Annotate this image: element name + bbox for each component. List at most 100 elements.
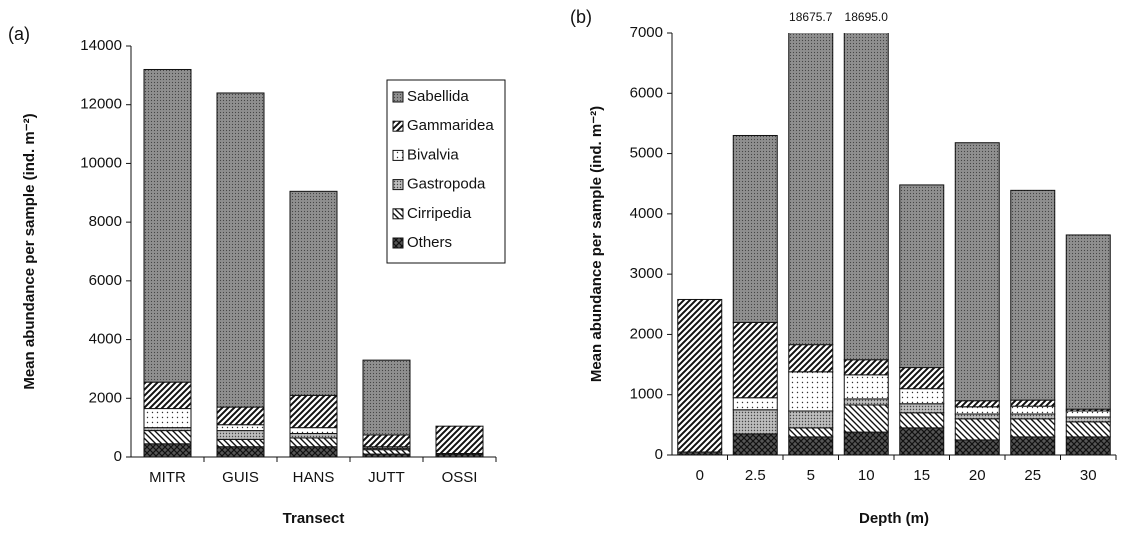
legend-label: Sabellida bbox=[407, 88, 469, 105]
bar-segment bbox=[216, 424, 265, 432]
x-tick-label: 0 bbox=[696, 467, 704, 484]
bar-segment bbox=[732, 397, 778, 411]
x-tick-label: 15 bbox=[913, 467, 930, 484]
legend-label: Cirripedia bbox=[407, 205, 472, 222]
bar-segment bbox=[954, 439, 1000, 455]
y-tick-label: 0 bbox=[655, 446, 663, 463]
bar-segment bbox=[732, 134, 778, 323]
bar-segment bbox=[216, 406, 265, 426]
bar-segment bbox=[899, 412, 945, 429]
bar-segment bbox=[143, 443, 192, 457]
bar-segment bbox=[954, 142, 1000, 402]
bar-segment bbox=[899, 427, 945, 455]
legend-label: Others bbox=[407, 234, 452, 251]
x-axis-label: Transect bbox=[283, 510, 345, 527]
bar-segment bbox=[216, 446, 265, 457]
legend-label: Bivalvia bbox=[407, 146, 459, 163]
bar-segment bbox=[788, 410, 834, 429]
bar-segment bbox=[899, 367, 945, 390]
bar-segment bbox=[362, 449, 411, 455]
bar-segment bbox=[899, 403, 945, 414]
bar-segment bbox=[899, 388, 945, 405]
bar-segment bbox=[954, 400, 1000, 408]
bar-segment bbox=[843, 33, 889, 361]
bar-segment bbox=[788, 33, 834, 346]
bar-segment bbox=[289, 446, 338, 457]
bar-segment bbox=[843, 431, 889, 455]
bar-segment bbox=[788, 371, 834, 412]
bar-segment bbox=[843, 359, 889, 376]
y-tick-label: 6000 bbox=[89, 272, 122, 289]
bar-segment bbox=[435, 425, 484, 454]
bar-segment bbox=[732, 321, 778, 399]
bar-segment bbox=[788, 344, 834, 373]
bar-segment bbox=[1065, 410, 1111, 418]
y-tick-label: 3000 bbox=[630, 265, 663, 282]
x-axis-label: Depth (m) bbox=[859, 510, 929, 527]
bar-segment bbox=[732, 433, 778, 455]
bar-segment bbox=[1065, 421, 1111, 438]
legend-swatch bbox=[392, 120, 404, 132]
y-tick-label: 8000 bbox=[89, 213, 122, 230]
bar-segment bbox=[143, 430, 192, 445]
y-tick-label: 5000 bbox=[630, 145, 663, 162]
bar-segment bbox=[899, 184, 945, 369]
bar-segment bbox=[289, 437, 338, 448]
bar-segment bbox=[1010, 418, 1056, 438]
bars bbox=[143, 68, 484, 457]
x-tick-label: 10 bbox=[858, 467, 875, 484]
legend-swatch bbox=[392, 179, 404, 191]
y-tick-label: 2000 bbox=[630, 325, 663, 342]
bar-segment bbox=[289, 433, 338, 439]
x-tick-label: GUIS bbox=[222, 469, 259, 486]
bar-segment bbox=[677, 298, 723, 453]
y-tick-label: 2000 bbox=[89, 389, 122, 406]
bar-segment bbox=[362, 359, 411, 436]
panel-label: (b) bbox=[570, 7, 592, 27]
bar-segment bbox=[1065, 234, 1111, 410]
bar-segment bbox=[1010, 399, 1056, 407]
y-tick-label: 1000 bbox=[630, 386, 663, 403]
x-tick-label: JUTT bbox=[368, 469, 405, 486]
y-tick-label: 4000 bbox=[89, 331, 122, 348]
x-tick-label: 5 bbox=[807, 467, 815, 484]
bar-segment bbox=[732, 409, 778, 435]
legend-swatch bbox=[392, 208, 404, 220]
bar-segment bbox=[289, 394, 338, 429]
y-tick-label: 12000 bbox=[80, 96, 122, 113]
y-tick-label: 10000 bbox=[80, 154, 122, 171]
bar-segment bbox=[1010, 413, 1056, 420]
bar-segment bbox=[216, 92, 265, 408]
x-tick-label: 30 bbox=[1080, 467, 1097, 484]
legend-swatch bbox=[392, 237, 404, 249]
x-tick-label: 2.5 bbox=[745, 467, 766, 484]
legend-swatch bbox=[392, 91, 404, 103]
x-tick-label: MITR bbox=[149, 469, 186, 486]
y-tick-label: 0 bbox=[114, 448, 122, 465]
annotation: 18695.0 bbox=[845, 10, 889, 24]
x-tick-label: 25 bbox=[1024, 467, 1041, 484]
y-axis-label: Mean abundance per sample (ind. m⁻²) bbox=[588, 106, 605, 382]
bar-segment bbox=[954, 418, 1000, 441]
bar-segment bbox=[289, 190, 338, 396]
y-tick-label: 6000 bbox=[630, 84, 663, 101]
bar-segment bbox=[788, 436, 834, 455]
bar-segment bbox=[143, 68, 192, 383]
x-tick-label: OSSI bbox=[442, 469, 478, 486]
panel-label: (a) bbox=[8, 24, 30, 44]
x-tick-label: HANS bbox=[293, 469, 335, 486]
bar-segment bbox=[954, 413, 1000, 420]
legend-label: Gammaridea bbox=[407, 117, 494, 134]
y-tick-label: 14000 bbox=[80, 37, 122, 54]
y-tick-label: 4000 bbox=[630, 205, 663, 222]
bar-segment bbox=[1010, 436, 1056, 455]
x-tick-label: 20 bbox=[969, 467, 986, 484]
bar-segment bbox=[954, 406, 1000, 415]
bar-segment bbox=[362, 434, 411, 448]
bar-segment bbox=[216, 438, 265, 448]
y-tick-label: 7000 bbox=[630, 24, 663, 41]
bar-segment bbox=[1065, 436, 1111, 455]
bar-segment bbox=[843, 374, 889, 400]
bar-segment bbox=[216, 430, 265, 440]
